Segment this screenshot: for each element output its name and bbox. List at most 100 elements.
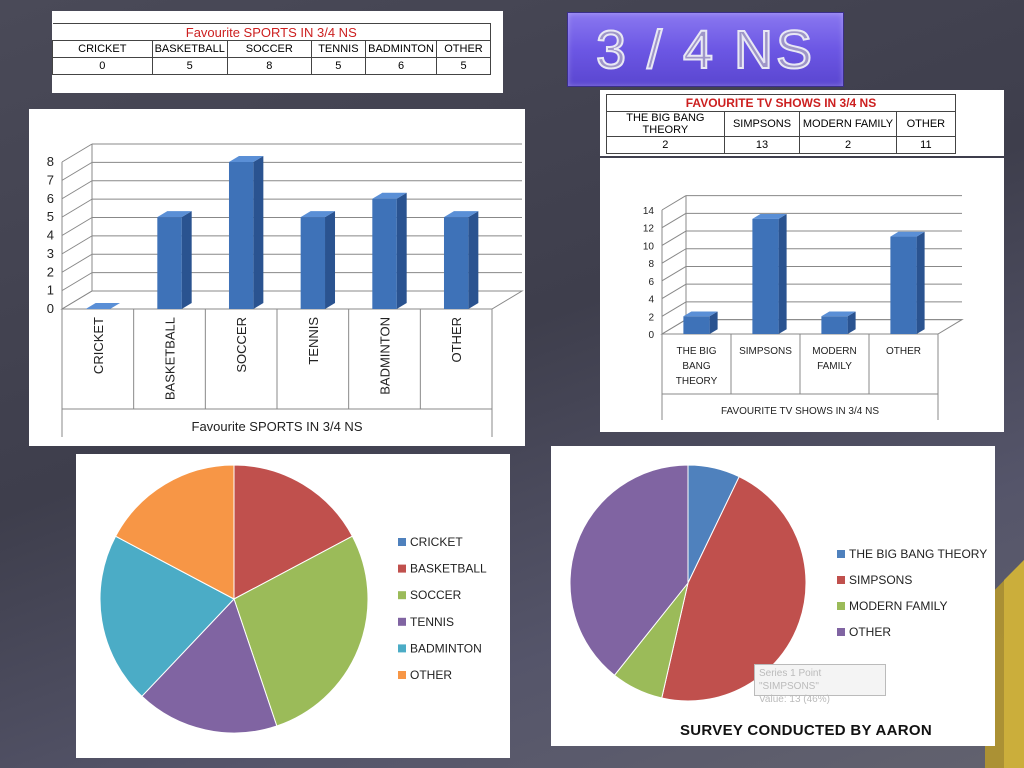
sports-table-header-2: SOCCER (226, 40, 312, 58)
y-tick-label: 5 (47, 209, 54, 224)
y-tick-label: 6 (47, 191, 54, 206)
bar-modern-family (821, 311, 856, 334)
bar-basketball (157, 211, 192, 309)
tooltip-line-2: Value: 13 (46%) (759, 694, 830, 705)
category-label: BADMINTON (378, 317, 393, 395)
category-label: MODERN (812, 346, 856, 357)
tv-table-header-3: OTHER (895, 111, 957, 137)
y-tick-label: 4 (648, 295, 654, 306)
tv-bar-chart-panel: 0 2 4 6 8 10 12 14 THE BIG BANG THEORY SIMPSONS MODE… (600, 158, 1004, 432)
legend-label: SIMPSONS (849, 573, 912, 587)
sports-table-value-2: 8 (226, 57, 312, 75)
bar-badminton (372, 192, 407, 309)
tv-bar-chart: 0 2 4 6 8 10 12 14 THE BIG BANG THEORY SIMPSONS MODE… (643, 195, 964, 420)
y-tick-label: 8 (47, 154, 54, 169)
category-label: SIMPSONS (739, 346, 792, 357)
legend-label: OTHER (849, 625, 891, 639)
category-label: THEORY (676, 376, 718, 387)
legend-swatch (398, 564, 406, 573)
pie-slice-soccer (233, 535, 369, 727)
legend-swatch (837, 576, 845, 584)
tv-table-value-2: 2 (799, 136, 897, 154)
tv-table: FAVOURITE TV SHOWS IN 3/4 NS THE BIG BAN… (606, 94, 957, 154)
y-tick-label: 1 (47, 283, 54, 298)
sports-table-panel: Favourite SPORTS IN 3/4 NS CRICKET BASKET… (52, 11, 503, 93)
legend-swatch (398, 671, 406, 679)
sports-table-title: Favourite SPORTS IN 3/4 NS (52, 23, 491, 41)
x-axis-label: FAVOURITE TV SHOWS IN 3/4 NS (721, 406, 879, 417)
category-label: CRICKET (91, 317, 106, 374)
y-tick-label: 6 (648, 277, 654, 288)
tv-pie-chart: THE BIG BANG THEORY SIMPSONS MODERN FAMILY… (569, 464, 987, 702)
legend-swatch (837, 602, 845, 610)
y-tick-label: 4 (47, 228, 54, 243)
sports-table-value-3: 5 (310, 57, 367, 75)
pie-slice-tennis (141, 598, 278, 734)
legend-swatch (398, 538, 406, 546)
legend-label: TENNIS (410, 615, 454, 629)
tv-table-value-1: 13 (723, 136, 801, 154)
category-label: THE BIG (676, 346, 716, 357)
sports-bar-chart-panel: 0 1 2 3 4 5 6 7 8 CRICKET BASKETBALL SOCCER TENNIS BA… (29, 109, 525, 446)
y-tick-label: 3 (47, 246, 54, 261)
survey-credit: SURVEY CONDUCTED BY AARON (680, 722, 932, 739)
tv-table-header-0: THE BIG BANG THEORY (606, 111, 725, 137)
sports-pie-chart-panel: CRICKET BASKETBALL SOCCER TENNIS BADMINTON OT… (76, 454, 510, 758)
tv-table-title: FAVOURITE TV SHOWS IN 3/4 NS (606, 94, 956, 112)
sports-table-value-0: 0 (52, 57, 153, 75)
sports-pie-chart: CRICKET BASKETBALL SOCCER TENNIS BADMINTON OT… (99, 464, 487, 734)
legend-label: THE BIG BANG THEORY (849, 547, 987, 561)
pie-slice-badminton (99, 535, 235, 697)
sports-table-value-5: 5 (436, 57, 491, 75)
slide-title-box: 3 / 4 NS (567, 12, 844, 87)
tv-table-value-0: 2 (606, 136, 725, 154)
y-tick-label: 0 (47, 301, 54, 316)
tv-table-panel: FAVOURITE TV SHOWS IN 3/4 NS THE BIG BAN… (600, 90, 1004, 156)
sports-table-header-0: CRICKET (52, 40, 153, 58)
legend-label: OTHER (410, 668, 452, 682)
bar-simpsons (752, 214, 787, 334)
pie-slice-other (569, 464, 689, 676)
y-tick-label: 2 (47, 264, 54, 279)
sports-table: Favourite SPORTS IN 3/4 NS CRICKET BASKET… (52, 23, 491, 75)
legend-swatch (398, 591, 406, 600)
y-tick-label: 14 (643, 206, 655, 217)
legend-swatch (398, 644, 406, 653)
tv-table-header-2: MODERN FAMILY (799, 111, 897, 137)
category-label: TENNIS (306, 317, 321, 365)
y-tick-label: 7 (47, 172, 54, 187)
tv-table-header-1: SIMPSONS (723, 111, 801, 137)
category-label: OTHER (449, 317, 464, 363)
category-label: BASKETBALL (163, 317, 178, 400)
chart-tooltip: Series 1 Point "SIMPSONS" Value: 13 (46%… (754, 664, 886, 705)
sports-table-header-5: OTHER (436, 40, 491, 58)
bar-cricket (85, 303, 121, 309)
slide-title: 3 / 4 NS (595, 19, 816, 81)
tooltip-line-1: Series 1 Point "SIMPSONS" (759, 668, 822, 692)
legend-label: SOCCER (410, 588, 462, 602)
legend-swatch (837, 550, 845, 558)
y-tick-label: 0 (648, 330, 654, 341)
bar-the-big-bang-theory (683, 311, 718, 334)
sports-table-header-3: TENNIS (310, 40, 367, 58)
bar-soccer (228, 156, 264, 309)
sports-bar-chart: 0 1 2 3 4 5 6 7 8 CRICKET BASKETBALL SOCCER TENNIS BA… (47, 143, 524, 437)
legend-label: CRICKET (410, 535, 463, 549)
category-label: SOCCER (234, 317, 249, 373)
y-tick-label: 2 (648, 312, 654, 323)
bar-other (890, 231, 925, 334)
y-tick-label: 8 (648, 259, 654, 270)
legend-label: MODERN FAMILY (849, 599, 947, 613)
y-tick-label: 10 (643, 241, 655, 252)
tv-pie-chart-panel: THE BIG BANG THEORY SIMPSONS MODERN FAMILY… (551, 446, 995, 746)
x-axis-label: Favourite SPORTS IN 3/4 NS (192, 419, 363, 434)
pie-slice-basketball (233, 464, 354, 600)
sports-table-header-4: BADMINTON (365, 40, 437, 58)
legend-label: BASKETBALL (410, 562, 487, 576)
category-label: BANG (682, 361, 711, 372)
legend-swatch (837, 628, 845, 636)
sports-table-header-1: BASKETBALL (151, 40, 228, 58)
sports-table-value-4: 6 (365, 57, 437, 75)
tv-table-value-3: 11 (895, 136, 957, 154)
pie-slice-simpsons (661, 476, 807, 702)
